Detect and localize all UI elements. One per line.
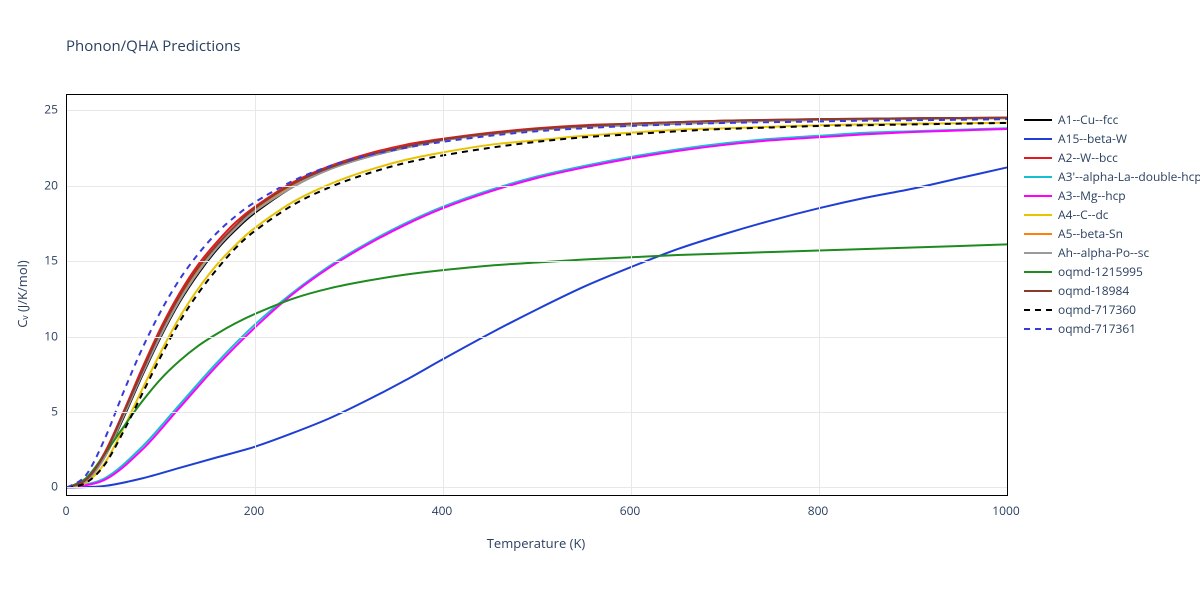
legend-label: A4--C--dc: [1058, 206, 1109, 223]
grid-line-v: [443, 95, 444, 495]
grid-line-h: [67, 261, 1007, 262]
y-tick-label: 0: [38, 478, 58, 495]
legend-swatch: [1024, 157, 1052, 159]
legend-item[interactable]: Ah--alpha-Po--sc: [1024, 243, 1200, 262]
legend-label: oqmd-1215995: [1058, 263, 1143, 280]
legend-swatch: [1024, 290, 1052, 292]
legend-swatch: [1024, 176, 1052, 178]
x-tick-label: 1000: [992, 502, 1019, 519]
legend-swatch: [1024, 138, 1052, 140]
line-layer: [67, 95, 1007, 495]
legend-label: A3--Mg--hcp: [1058, 187, 1126, 204]
legend-label: A1--Cu--fcc: [1058, 111, 1118, 128]
legend-swatch: [1024, 328, 1052, 330]
legend-label: A2--W--bcc: [1058, 149, 1118, 166]
legend-label: oqmd-18984: [1058, 282, 1129, 299]
series-line[interactable]: [67, 118, 1007, 488]
x-tick-label: 400: [432, 502, 453, 519]
legend-swatch: [1024, 195, 1052, 197]
chart-title: Phonon/QHA Predictions: [66, 36, 241, 56]
legend-item[interactable]: A15--beta-W: [1024, 129, 1200, 148]
legend-item[interactable]: oqmd-717361: [1024, 319, 1200, 338]
grid-line-v: [255, 95, 256, 495]
legend-swatch: [1024, 252, 1052, 254]
legend-label: A3'--alpha-La--double-hcp: [1058, 168, 1200, 185]
y-tick-label: 15: [38, 252, 58, 269]
legend-item[interactable]: A5--beta-Sn: [1024, 224, 1200, 243]
series-line[interactable]: [67, 118, 1007, 488]
legend-label: Ah--alpha-Po--sc: [1058, 244, 1149, 261]
x-tick-label: 600: [620, 502, 641, 519]
x-tick-label: 200: [244, 502, 265, 519]
y-tick-label: 25: [38, 101, 58, 118]
legend-item[interactable]: A3--Mg--hcp: [1024, 186, 1200, 205]
series-line[interactable]: [67, 129, 1007, 487]
legend-swatch: [1024, 309, 1052, 311]
series-line[interactable]: [67, 118, 1007, 487]
legend-item[interactable]: oqmd-1215995: [1024, 262, 1200, 281]
x-tick-label: 800: [808, 502, 829, 519]
series-line[interactable]: [67, 167, 1007, 487]
y-tick-label: 10: [38, 327, 58, 344]
legend: A1--Cu--fcc A15--beta-W A2--W--bcc A3'--alp…: [1024, 110, 1200, 338]
y-tick-label: 20: [38, 176, 58, 193]
grid-line-h: [67, 487, 1007, 488]
legend-label: oqmd-717360: [1058, 301, 1136, 318]
series-line[interactable]: [67, 118, 1007, 487]
legend-item[interactable]: A4--C--dc: [1024, 205, 1200, 224]
y-tick-label: 5: [38, 402, 58, 419]
plot-area[interactable]: [66, 94, 1008, 496]
grid-line-h: [67, 186, 1007, 187]
legend-swatch: [1024, 214, 1052, 216]
legend-item[interactable]: oqmd-717360: [1024, 300, 1200, 319]
grid-line-v: [819, 95, 820, 495]
series-line[interactable]: [67, 128, 1007, 487]
grid-line-h: [67, 412, 1007, 413]
legend-swatch: [1024, 233, 1052, 235]
legend-swatch: [1024, 271, 1052, 273]
chart-root: { "title": "Phonon/QHA Predictions", "la…: [0, 0, 1200, 600]
legend-item[interactable]: A1--Cu--fcc: [1024, 110, 1200, 129]
x-axis-label: Temperature (K): [487, 534, 586, 552]
grid-line-h: [67, 337, 1007, 338]
series-line[interactable]: [67, 119, 1007, 487]
legend-label: A15--beta-W: [1058, 130, 1127, 147]
legend-item[interactable]: A3'--alpha-La--double-hcp: [1024, 167, 1200, 186]
grid-line-v: [631, 95, 632, 495]
legend-item[interactable]: oqmd-18984: [1024, 281, 1200, 300]
legend-swatch: [1024, 119, 1052, 121]
legend-label: oqmd-717361: [1058, 320, 1136, 337]
x-tick-label: 0: [63, 502, 70, 519]
grid-line-h: [67, 110, 1007, 111]
series-line[interactable]: [67, 118, 1007, 488]
legend-label: A5--beta-Sn: [1058, 225, 1123, 242]
y-axis-label: Cᵥ (J/K/mol): [13, 260, 31, 328]
legend-item[interactable]: A2--W--bcc: [1024, 148, 1200, 167]
